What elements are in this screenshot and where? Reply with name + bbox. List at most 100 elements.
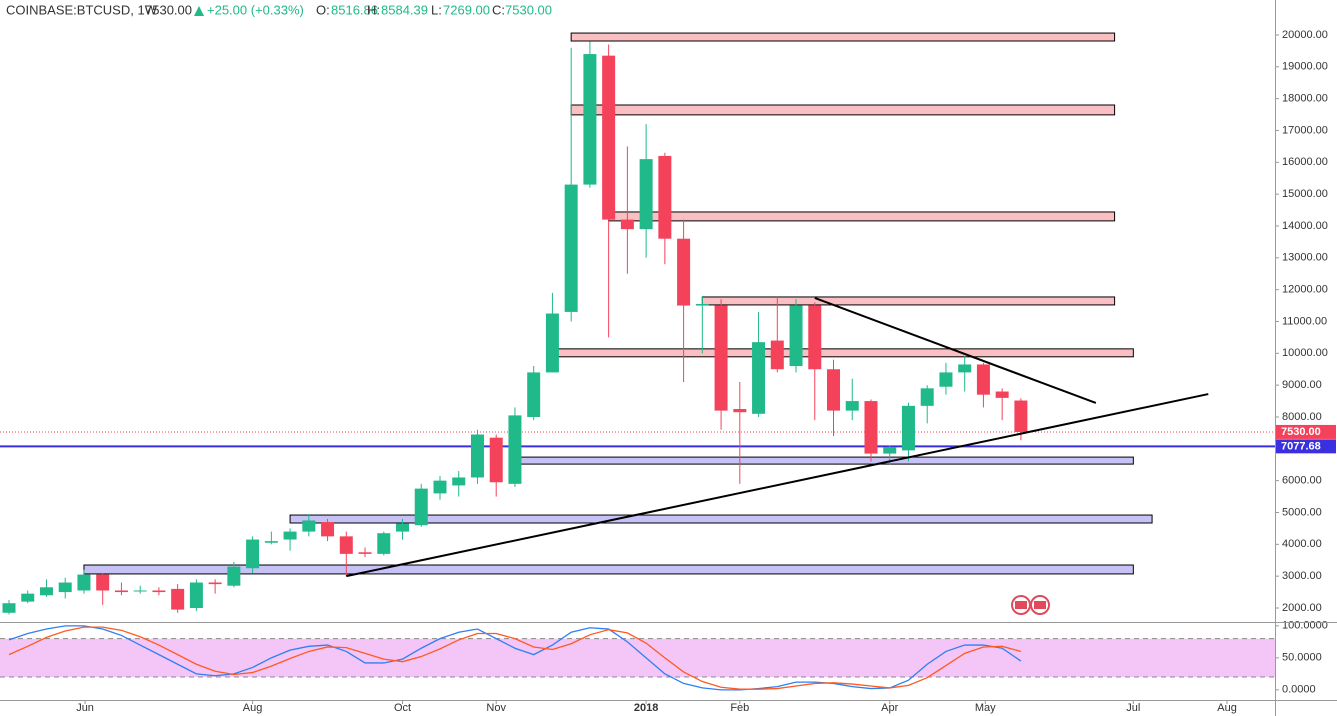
x-tick-label: May: [975, 702, 996, 714]
candle-body: [414, 488, 428, 526]
low-label: L:: [431, 2, 442, 17]
candle-body: [789, 305, 803, 367]
candle-body: [527, 372, 541, 417]
y-tick-label: 10000.00: [1282, 347, 1328, 359]
low-value: 7269.00: [443, 2, 490, 17]
y-tick-label: 18000.00: [1282, 93, 1328, 105]
candle-body: [339, 536, 353, 554]
symbol: COINBASE:BTCUSD, 1W: [6, 2, 158, 17]
candle-body: [208, 582, 222, 585]
candle-body: [827, 369, 841, 411]
candle-body: [152, 590, 166, 593]
price-label: 7530.00: [1281, 426, 1321, 438]
candle-body: [2, 603, 16, 613]
candle-body: [583, 54, 597, 185]
candle-body: [920, 388, 934, 406]
candle-body: [752, 342, 766, 414]
trend-line: [814, 296, 1097, 404]
candle-body: [939, 372, 953, 387]
candle-body: [377, 533, 391, 554]
close-value: 7530.00: [505, 2, 552, 17]
candle-body: [545, 313, 559, 373]
candle-body: [808, 305, 822, 370]
candle-body: [901, 405, 915, 451]
y-tick-label: 14000.00: [1282, 220, 1328, 232]
y-tick-label: 0.0000: [1282, 684, 1316, 696]
price-zone: [289, 514, 1153, 524]
y-tick-label: 11000.00: [1282, 315, 1327, 327]
price-zone: [570, 32, 1116, 42]
x-tick-label: Aug: [1217, 702, 1237, 714]
y-tick-label: 3000.00: [1282, 570, 1322, 582]
y-tick-label: 4000.00: [1282, 538, 1322, 550]
candle-body: [114, 590, 128, 593]
candle-body: [133, 590, 147, 592]
candle-body: [283, 531, 297, 540]
open-value: 8516.86: [331, 2, 378, 17]
y-tick-label: 19000.00: [1282, 61, 1328, 73]
candle-body: [883, 447, 897, 454]
candle-body: [864, 401, 878, 454]
candle-body: [976, 364, 990, 395]
price-label: 7077.68: [1281, 440, 1321, 452]
y-tick-label: 12000.00: [1282, 284, 1328, 296]
candle-body: [96, 574, 110, 591]
candle-body: [1014, 400, 1028, 432]
oscillator-line: [8, 625, 1022, 691]
price-zone: [701, 296, 1116, 306]
candle-body: [189, 582, 203, 608]
y-tick-label: 16000.00: [1282, 156, 1328, 168]
candle-body: [489, 437, 503, 483]
candle-body: [452, 477, 466, 486]
high-value: 8584.39: [381, 2, 428, 17]
y-tick-label: 15000.00: [1282, 188, 1328, 200]
x-tick-label: Apr: [881, 702, 898, 714]
header: COINBASE:BTCUSD, 1W 7530.00 +25.00 (+0.3…: [6, 2, 552, 17]
candle-body: [564, 184, 578, 312]
candle-body: [321, 522, 335, 537]
y-tick-label: 13000.00: [1282, 252, 1328, 264]
y-tick-label: 2000.00: [1282, 602, 1322, 614]
candle-body: [21, 593, 35, 602]
candle-body: [246, 539, 260, 569]
candle-body: [770, 340, 784, 370]
candle-body: [433, 480, 447, 494]
price-zone: [557, 348, 1134, 358]
x-tick-label: Nov: [486, 702, 506, 714]
candle-body: [639, 159, 653, 230]
x-tick-label: 2018: [634, 702, 658, 714]
y-tick-label: 50.0000: [1282, 652, 1322, 664]
candle-body: [602, 55, 616, 220]
y-tick-label: 5000.00: [1282, 506, 1322, 518]
candle-body: [995, 391, 1009, 398]
y-tick-label: 6000.00: [1282, 475, 1322, 487]
x-tick-label: Feb: [730, 702, 749, 714]
candle-body: [77, 574, 91, 591]
candle-body: [396, 523, 410, 532]
candle-body: [508, 415, 522, 484]
price-label-box: [1276, 439, 1336, 454]
x-tick-label: Aug: [243, 702, 263, 714]
candle-body: [264, 541, 278, 543]
candle-body: [845, 401, 859, 411]
candle-body: [302, 520, 316, 532]
candle-body: [620, 219, 634, 230]
up-arrow: [194, 6, 204, 16]
candle-body: [695, 303, 709, 306]
x-tick-label: Jun: [76, 702, 94, 714]
price-zone: [520, 456, 1134, 465]
candle-body: [171, 588, 185, 610]
candle-body: [658, 155, 672, 239]
candle-body: [677, 238, 691, 306]
trend-line: [346, 393, 1209, 578]
y-tick-label: 8000.00: [1282, 411, 1322, 423]
candle-body: [958, 364, 972, 373]
open-label: O:: [316, 2, 330, 17]
flag-icons: [1011, 595, 1050, 615]
x-tick-label: Jul: [1126, 702, 1140, 714]
candle-body: [733, 409, 747, 413]
high-label: H:: [367, 2, 380, 17]
y-tick-label: 17000.00: [1282, 124, 1328, 136]
last-price: 7530.00: [145, 2, 192, 17]
